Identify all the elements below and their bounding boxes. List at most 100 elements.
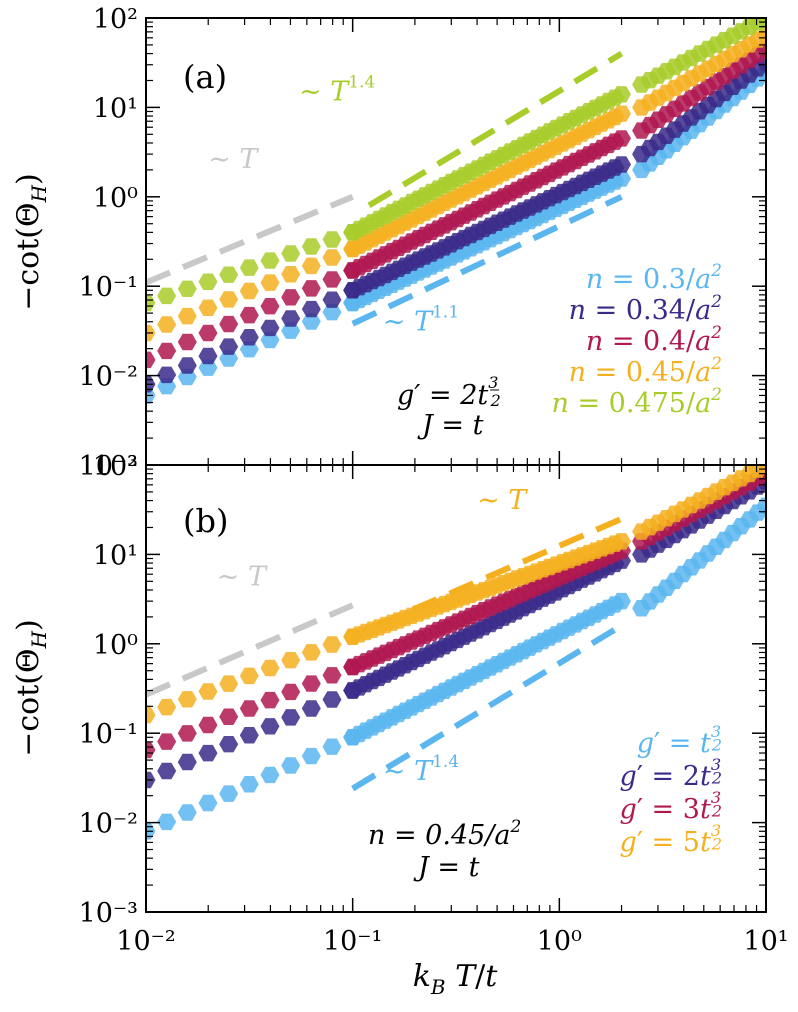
panel-a-ticks-layer (145, 17, 767, 466)
data-point (219, 708, 239, 725)
panel-b-ticks-layer (145, 464, 767, 913)
data-point (157, 762, 177, 780)
data-point (281, 310, 301, 327)
panel-b-frame (145, 464, 767, 913)
panel-a-series-layer (146, 18, 766, 404)
panel-a-legend-item-0: n = 0.3/a2 (586, 261, 722, 295)
data-point (260, 766, 280, 784)
panel-a-guide-label-2: ∼ T1.1 (383, 302, 459, 337)
panel-a-y-tick-label: 10⁰ (93, 183, 138, 214)
data-point (239, 667, 259, 685)
data-point (157, 316, 177, 333)
panel-b-guides-layer (146, 516, 624, 792)
data-point (301, 700, 321, 717)
panel-a-legend-item-4: n = 0.475/a2 (551, 385, 722, 419)
panel-b-y-tick-label: 10² (93, 451, 138, 482)
data-point (322, 691, 342, 708)
panel-a-guide-label-0: ∼ T (208, 144, 259, 175)
panel-b-guide-label-2: ∼ T1.4 (383, 752, 459, 787)
data-point (157, 342, 177, 360)
panel-b-xlabel: kB T/t (413, 959, 499, 999)
data-point (301, 300, 321, 318)
panel-a-series-4 (146, 18, 766, 312)
data-point (177, 691, 197, 708)
panel-a-guide-line-1 (367, 51, 624, 209)
data-point (177, 725, 197, 742)
data-point (219, 675, 239, 692)
data-point (322, 249, 342, 266)
panel-a-params-g: g′ = 2t3‒ 2 (397, 373, 501, 411)
data-point (260, 298, 280, 315)
data-point (157, 287, 177, 305)
data-point (260, 691, 280, 709)
data-point (198, 299, 218, 316)
data-point (177, 280, 197, 297)
panel-b-legend: g′ = t3 2g′ = 2t3 2g′ = 3t3 2g′ = 5t3 2 (620, 722, 722, 858)
data-point (219, 315, 239, 333)
data-point (322, 667, 342, 684)
data-point (177, 753, 197, 771)
data-point (146, 351, 156, 369)
data-point (239, 700, 259, 717)
panel-b-y-tick-label: 10⁰ (93, 630, 138, 661)
data-point (177, 333, 197, 351)
data-point (157, 813, 177, 831)
data-point (239, 776, 259, 793)
panel-a-y-tick-label: 10⁻³ (79, 451, 138, 482)
data-point (157, 733, 177, 750)
panel-b-label: (b) (183, 502, 228, 540)
panel-a-guides-layer (146, 51, 624, 327)
panel-b-x-tick-label: 10⁰ (537, 926, 582, 957)
data-point (260, 319, 280, 337)
data-point (756, 26, 766, 43)
panel-a-legend-item-3: n = 0.45/a2 (569, 354, 722, 388)
data-point (177, 804, 197, 821)
panel-a-label: (a) (183, 58, 227, 96)
data-point (198, 794, 218, 812)
data-point (239, 727, 259, 744)
data-point (198, 716, 218, 734)
panel-a: 10⁻³ 10⁻² 10⁻¹ 10⁰ 10¹ 10² (a) −cot(ΘH) g′ = … (11, 4, 767, 482)
panel-b-x-tick-label: 10⁻¹ (323, 926, 382, 957)
panel-a-params-j: J = t (417, 410, 484, 441)
data-point (146, 741, 156, 759)
panel-a-guide-label-1: ∼ T1.4 (299, 72, 375, 107)
panel-a-legend: n = 0.3/a2n = 0.34/a2n = 0.4/a2n = 0.45/… (551, 261, 722, 419)
data-point (301, 644, 321, 661)
panel-b-y-tick-label: 10⁻² (79, 809, 138, 840)
panel-b-series-layer (146, 465, 766, 840)
data-point (157, 366, 177, 384)
data-point (322, 636, 342, 653)
data-point (281, 652, 301, 669)
data-point (281, 266, 301, 283)
data-point (177, 307, 197, 325)
data-point (322, 291, 342, 308)
data-point (219, 338, 239, 355)
panel-b-y-tick-label: 10⁻¹ (79, 719, 138, 750)
data-point (322, 231, 342, 248)
data-point (260, 718, 280, 735)
data-point (322, 271, 342, 288)
data-point (612, 156, 631, 173)
data-point (239, 306, 259, 324)
data-point (146, 706, 156, 724)
data-point (756, 497, 766, 514)
panel-b-guide-label-0: ∼ T (217, 561, 268, 592)
panel-a-series-1 (146, 54, 766, 393)
panel-b-y-tick-label: 10⁻³ (79, 898, 138, 929)
panel-b-series-0 (146, 497, 766, 840)
panel-a-guide-line-2 (351, 194, 623, 327)
panel-a-ticklabels-layer: 10⁻³ 10⁻² 10⁻¹ 10⁰ 10¹ 10² (79, 4, 139, 482)
data-point (219, 291, 239, 308)
data-point (612, 533, 631, 550)
data-point (219, 266, 239, 283)
data-point (301, 747, 321, 765)
panel-a-series-3 (146, 26, 766, 342)
data-point (322, 738, 342, 755)
panel-a-y-tick-label: 10¹ (93, 93, 138, 124)
panel-a-legend-item-1: n = 0.34/a2 (569, 292, 722, 326)
data-point (198, 744, 218, 762)
